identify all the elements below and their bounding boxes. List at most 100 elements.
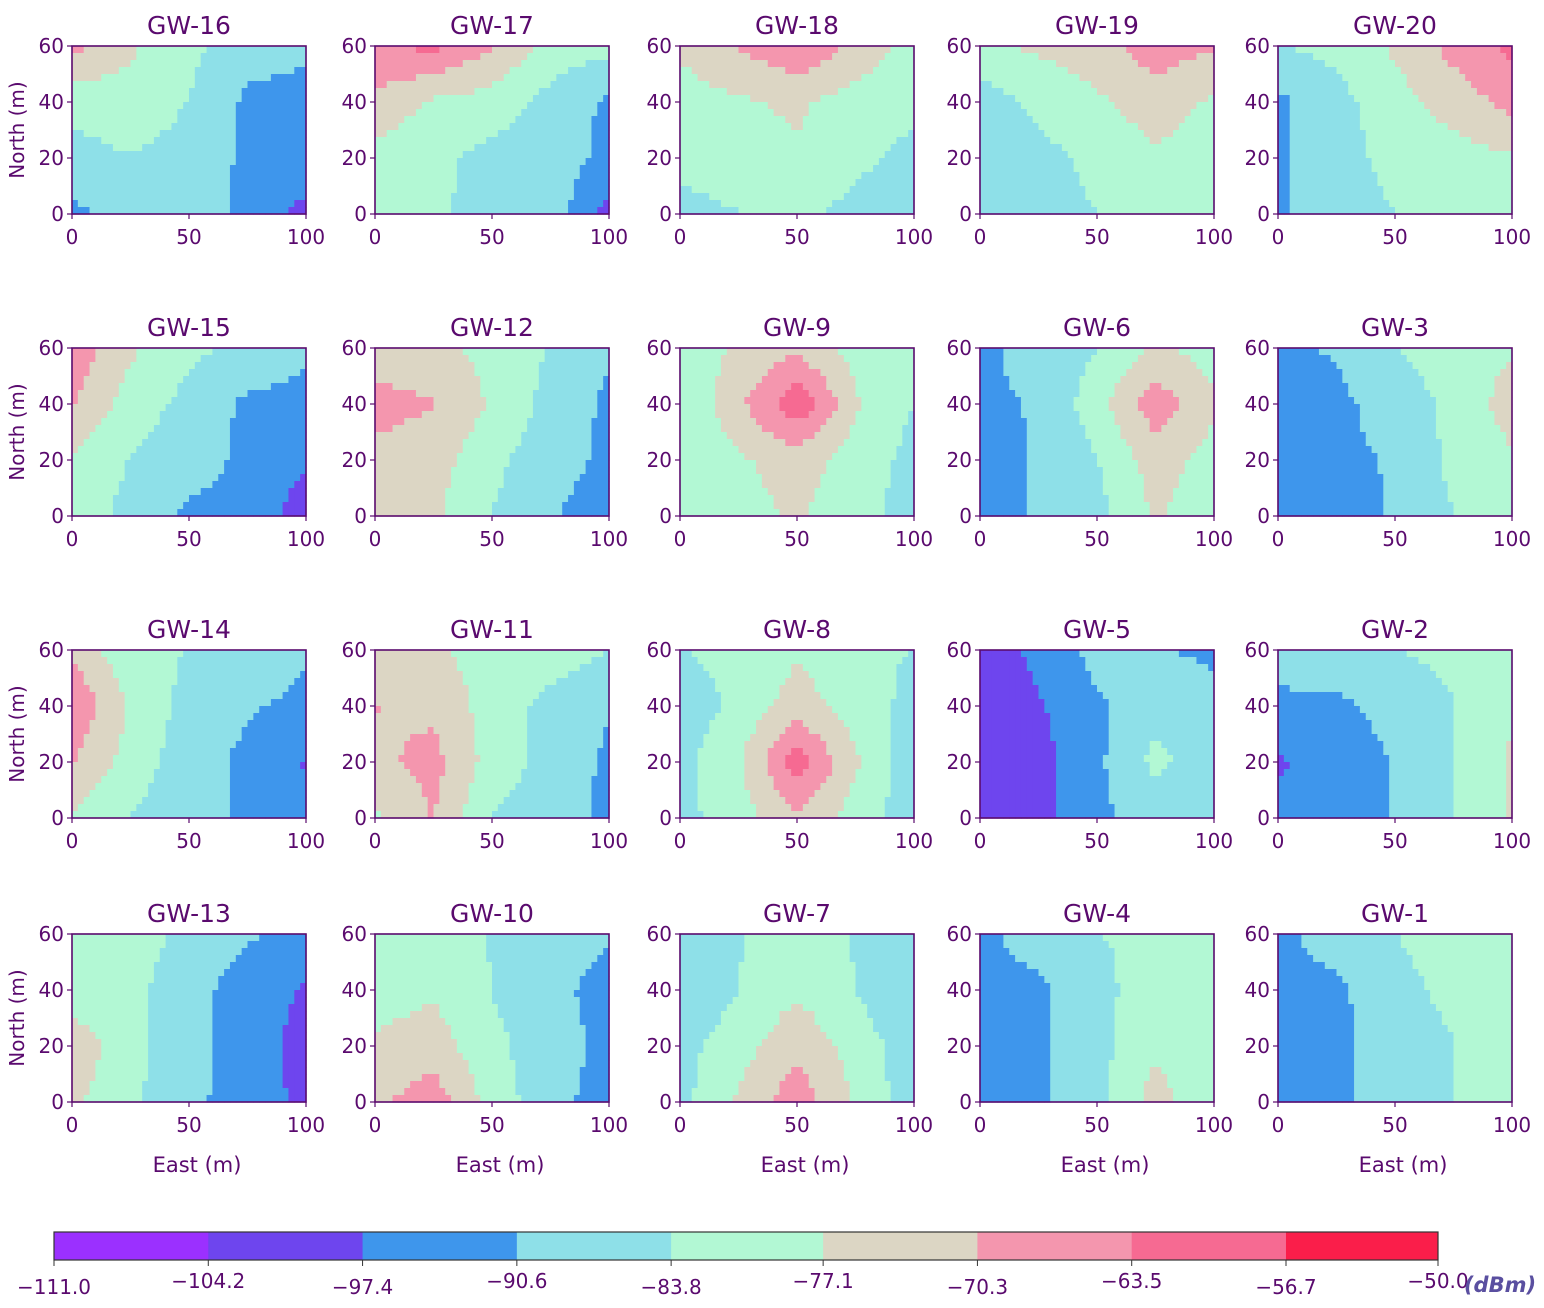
heat-cell (148, 109, 154, 117)
heat-cell (1179, 67, 1185, 75)
heat-cell (1033, 137, 1039, 145)
heat-cell (809, 95, 815, 103)
heat-cell (533, 130, 539, 138)
heat-cell (515, 165, 521, 173)
heat-cell (879, 60, 885, 68)
heat-cell (1372, 179, 1378, 187)
heat-cell (1395, 67, 1401, 75)
heat-cell (680, 165, 686, 173)
heat-cell (1372, 186, 1378, 194)
heat-cell (504, 193, 510, 201)
heat-cell (95, 158, 101, 166)
heat-cell (820, 137, 826, 145)
heat-cell (283, 116, 289, 124)
heat-cell (896, 95, 902, 103)
heat-cell (445, 60, 451, 68)
heat-cell (826, 67, 832, 75)
heat-cell (1494, 53, 1500, 61)
heat-cell (1003, 165, 1009, 173)
heat-cell (1196, 130, 1202, 138)
heat-cell (1056, 60, 1062, 68)
heat-cell (709, 200, 715, 208)
heat-cell (242, 88, 248, 96)
heat-cell (1278, 193, 1284, 201)
heat-cell (1301, 186, 1307, 194)
heat-cell (189, 200, 195, 208)
heat-cell (986, 186, 992, 194)
heat-cell (733, 53, 739, 61)
heat-cell (1085, 158, 1091, 166)
heat-cell (428, 102, 434, 110)
heat-cell (1115, 60, 1121, 68)
heat-cell (896, 116, 902, 124)
heat-cell (510, 116, 516, 124)
heat-cell (486, 158, 492, 166)
heat-cell (1167, 123, 1173, 131)
heat-cell (259, 348, 265, 356)
heat-cell (1342, 151, 1348, 159)
heat-cell (838, 74, 844, 82)
heat-cell (580, 165, 586, 173)
heat-cell (1454, 53, 1460, 61)
heat-cell (95, 67, 101, 75)
heat-cell (1085, 60, 1091, 68)
heat-cell (1173, 130, 1179, 138)
heat-cell (1471, 123, 1477, 131)
heat-cell (680, 193, 686, 201)
heat-cell (1068, 137, 1074, 145)
heat-cell (879, 165, 885, 173)
heat-cell (1109, 67, 1115, 75)
heat-cell (1360, 193, 1366, 201)
heat-cell (84, 130, 90, 138)
heat-cell (1301, 137, 1307, 145)
heat-cell (259, 123, 265, 131)
heat-cell (463, 81, 469, 89)
heat-cell (236, 151, 242, 159)
heat-cell (84, 193, 90, 201)
y-tick-label: 20 (39, 146, 64, 170)
heat-cell (171, 123, 177, 131)
heat-cell (136, 46, 142, 54)
heat-cell (1103, 109, 1109, 117)
heat-cell (998, 60, 1004, 68)
heat-cell (95, 151, 101, 159)
heat-cell (1354, 102, 1360, 110)
heat-cell (1144, 165, 1150, 173)
heat-cell (1015, 165, 1021, 173)
heat-cell (504, 137, 510, 145)
heat-cell (980, 186, 986, 194)
heat-cell (1500, 67, 1506, 75)
heat-cell (1185, 200, 1191, 208)
heat-cell (779, 88, 785, 96)
heat-cell (498, 88, 504, 96)
heat-cell (1191, 172, 1197, 180)
heat-cell (474, 95, 480, 103)
heat-cell (1448, 102, 1454, 110)
heat-cell (177, 165, 183, 173)
heat-cell (1407, 165, 1413, 173)
heat-cell (1039, 81, 1045, 89)
heat-cell (1372, 81, 1378, 89)
heat-cell (574, 123, 580, 131)
heat-cell (521, 130, 527, 138)
heat-cell (248, 74, 254, 82)
heat-cell (171, 102, 177, 110)
heat-cell (779, 193, 785, 201)
heat-cell (1366, 88, 1372, 96)
heat-cell (727, 144, 733, 152)
heat-cell (1366, 95, 1372, 103)
heat-cell (1056, 130, 1062, 138)
heat-cell (236, 95, 242, 103)
heat-cell (131, 165, 137, 173)
heat-cell (1377, 53, 1383, 61)
heat-cell (207, 116, 213, 124)
heat-cell (785, 165, 791, 173)
heat-cell (1477, 144, 1483, 152)
heat-cell (1167, 88, 1173, 96)
heat-cell (1465, 67, 1471, 75)
y-tick-label: 0 (659, 202, 672, 226)
heat-cell (259, 53, 265, 61)
heat-cell (832, 116, 838, 124)
heat-cell (119, 186, 125, 194)
heat-cell (680, 137, 686, 145)
